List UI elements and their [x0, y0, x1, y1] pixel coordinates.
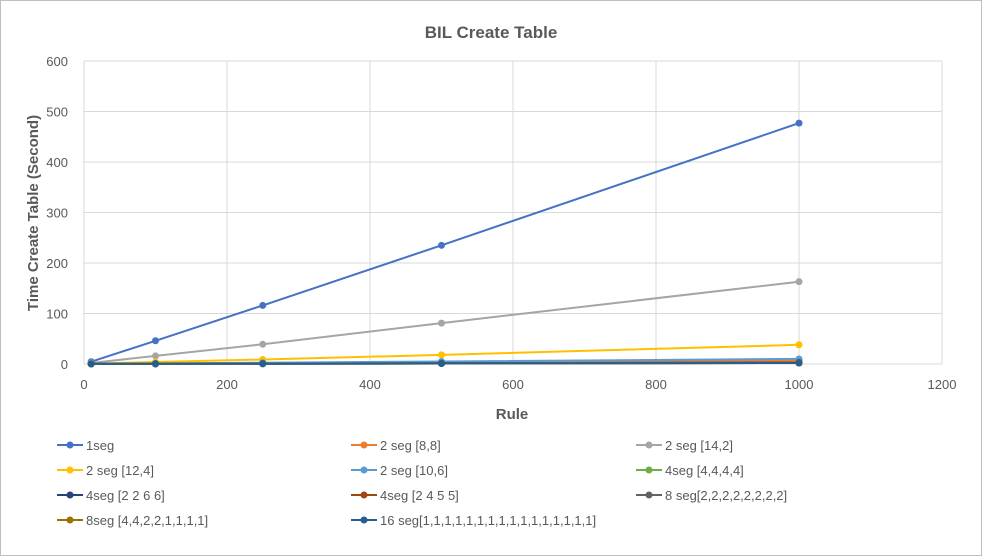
x-tick-label: 1000: [785, 377, 814, 392]
chart-title: BIL Create Table: [425, 23, 558, 42]
series-lines: [87, 119, 803, 368]
y-tick-label: 100: [46, 307, 68, 322]
legend-label: 8 seg[2,2,2,2,2,2,2,2]: [665, 488, 787, 503]
x-tick-labels: 0 200 400 600 800 1000 1200: [80, 377, 956, 392]
y-tick-label: 300: [46, 206, 68, 221]
legend-label: 4seg [2 2 6 6]: [86, 488, 165, 503]
data-point: [438, 359, 445, 367]
data-point: [795, 359, 803, 367]
data-point: [795, 341, 803, 349]
series-10: [87, 359, 803, 368]
legend-label: 2 seg [12,4]: [86, 463, 154, 478]
x-tick-label: 0: [80, 377, 87, 392]
legend: 1seg 2 seg [8,8] 2 seg [14,2] 2 seg [12,4] 2…: [57, 438, 787, 528]
legend-marker: [645, 491, 653, 499]
legend-marker: [360, 441, 368, 449]
series-line: [91, 280, 800, 364]
legend-label: 16 seg[1,1,1,1,1,1,1,1,1,1,1,1,1,1,1,1]: [380, 513, 596, 528]
legend-label: 2 seg [8,8]: [380, 438, 441, 453]
legend-item: 4seg [2 4 5 5]: [351, 488, 459, 503]
grid-lines: [83, 60, 943, 365]
y-tick-label: 200: [46, 256, 68, 271]
x-tick-label: 200: [216, 377, 238, 392]
legend-label: 1seg: [86, 438, 114, 453]
legend-marker: [66, 441, 74, 449]
x-tick-label: 1200: [928, 377, 957, 392]
legend-marker: [360, 491, 368, 499]
data-point: [795, 119, 803, 127]
legend-item: 4seg [2 2 6 6]: [57, 488, 165, 503]
y-tick-labels: 0 100 200 300 400 500 600: [46, 54, 68, 372]
legend-label: 4seg [4,4,4,4]: [665, 463, 744, 478]
legend-item: 2 seg [8,8]: [351, 438, 441, 453]
data-point: [87, 360, 95, 368]
legend-item: 8 seg[2,2,2,2,2,2,2,2]: [636, 488, 787, 503]
legend-marker: [360, 466, 368, 474]
data-point: [438, 319, 445, 327]
legend-item: 8seg [4,4,2,2,1,1,1,1]: [57, 513, 208, 528]
series-line: [90, 122, 800, 363]
y-tick-label: 600: [46, 54, 68, 69]
y-tick-label: 0: [61, 357, 68, 372]
series-2: [87, 278, 803, 367]
legend-marker: [66, 516, 74, 524]
legend-item: 1seg: [57, 438, 114, 453]
legend-marker: [66, 466, 74, 474]
data-point: [795, 278, 803, 286]
legend-label: 2 seg [10,6]: [380, 463, 448, 478]
x-axis-title: Rule: [496, 406, 529, 423]
data-point: [259, 340, 267, 348]
data-point: [152, 352, 159, 360]
legend-label: 2 seg [14,2]: [665, 438, 733, 453]
legend-marker: [66, 491, 74, 499]
legend-item: 2 seg [12,4]: [57, 463, 154, 478]
data-point: [152, 337, 159, 345]
legend-item: 2 seg [14,2]: [636, 438, 733, 453]
series-line: [91, 362, 800, 365]
legend-item: 2 seg [10,6]: [351, 463, 448, 478]
legend-label: 8seg [4,4,2,2,1,1,1,1]: [86, 513, 208, 528]
x-tick-label: 600: [502, 377, 524, 392]
legend-item: 4seg [4,4,4,4]: [636, 463, 744, 478]
legend-marker: [645, 441, 653, 449]
y-tick-label: 400: [46, 155, 68, 170]
data-point: [438, 241, 445, 249]
data-point: [259, 360, 267, 368]
y-axis-title: Time Create Table (Second): [25, 115, 42, 311]
legend-marker: [645, 466, 653, 474]
x-tick-label: 800: [645, 377, 667, 392]
data-point: [438, 351, 445, 359]
data-point: [259, 301, 267, 309]
series-0: [87, 119, 803, 366]
y-tick-label: 500: [46, 105, 68, 120]
legend-label: 4seg [2 4 5 5]: [380, 488, 459, 503]
legend-marker: [360, 516, 368, 524]
legend-item: 16 seg[1,1,1,1,1,1,1,1,1,1,1,1,1,1,1,1]: [351, 513, 596, 528]
x-tick-label: 400: [359, 377, 381, 392]
data-point: [152, 360, 159, 368]
